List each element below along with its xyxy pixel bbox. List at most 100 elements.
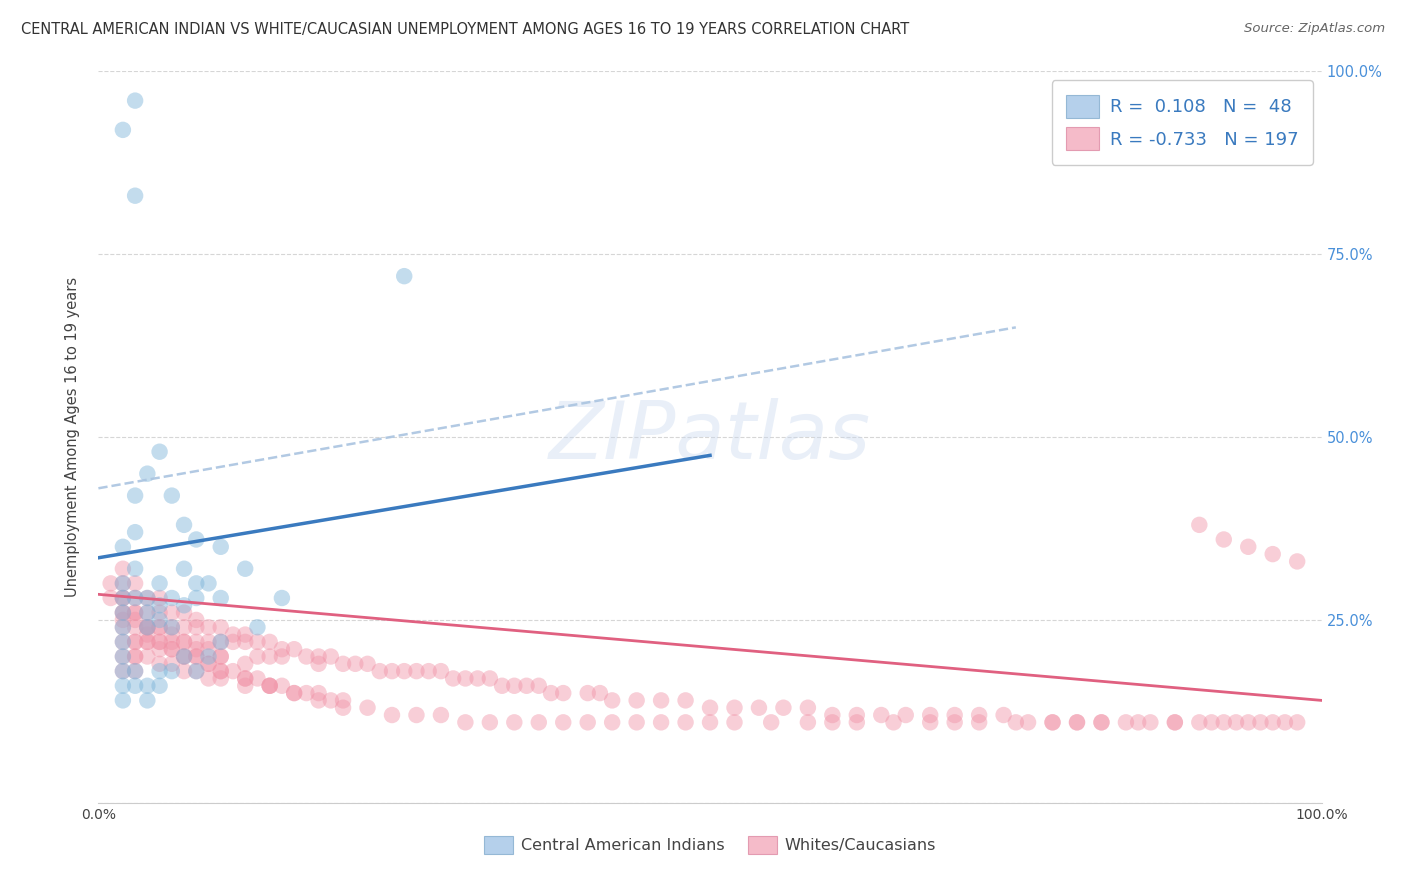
Point [1128,715,1150,730]
Point [1201,715,1223,730]
Point [821,708,844,723]
Point [233,672,256,686]
Point [553,686,575,700]
Point [136,606,159,620]
Point [136,620,159,634]
Point [308,693,330,707]
Point [319,649,342,664]
Point [136,467,159,481]
Point [136,620,159,634]
Point [197,635,219,649]
Point [699,700,721,714]
Point [111,540,134,554]
Point [1090,715,1112,730]
Point [186,613,208,627]
Point [1286,715,1309,730]
Point [149,635,172,649]
Point [576,715,599,730]
Point [136,606,159,620]
Point [405,664,427,678]
Point [392,664,416,678]
Point [576,686,599,700]
Point [173,606,195,620]
Point [111,649,134,664]
Point [173,562,195,576]
Point [186,533,208,547]
Point [675,715,697,730]
Point [111,576,134,591]
Point [308,686,330,700]
Point [173,635,195,649]
Point [111,606,134,620]
Point [186,591,208,605]
Point [527,679,550,693]
Point [626,693,648,707]
Point [650,715,672,730]
Point [308,649,330,664]
Point [209,540,232,554]
Point [160,635,183,649]
Point [454,715,477,730]
Point [1261,547,1284,561]
Point [149,613,172,627]
Point [1090,715,1112,730]
Point [1164,715,1187,730]
Point [381,664,404,678]
Point [149,576,172,591]
Point [222,664,245,678]
Point [478,715,501,730]
Point [246,672,269,686]
Point [149,664,172,678]
Point [197,657,219,671]
Point [111,664,134,678]
Point [136,591,159,605]
Point [186,664,208,678]
Point [160,642,183,657]
Point [160,657,183,671]
Point [1188,715,1211,730]
Point [392,269,416,284]
Point [259,679,281,693]
Point [1115,715,1137,730]
Point [332,657,354,671]
Point [124,635,146,649]
Point [1066,715,1088,730]
Point [124,664,146,678]
Point [967,715,990,730]
Point [173,664,195,678]
Point [356,657,378,671]
Point [259,649,281,664]
Point [209,635,232,649]
Point [259,679,281,693]
Point [186,620,208,634]
Point [467,672,489,686]
Point [160,591,183,605]
Point [332,700,354,714]
Point [943,715,966,730]
Point [149,606,172,620]
Point [111,606,134,620]
Legend: Central American Indians, Whites/Caucasians: Central American Indians, Whites/Caucasi… [478,830,942,861]
Point [136,679,159,693]
Point [503,679,526,693]
Point [1066,715,1088,730]
Point [233,679,256,693]
Point [149,642,172,657]
Point [797,715,820,730]
Point [1261,715,1284,730]
Point [772,700,794,714]
Point [197,576,219,591]
Point [821,715,844,730]
Point [111,591,134,605]
Point [222,627,245,641]
Point [111,664,134,678]
Point [136,635,159,649]
Point [149,679,172,693]
Point [149,591,172,605]
Point [173,635,195,649]
Point [723,715,745,730]
Point [186,649,208,664]
Point [111,591,134,605]
Point [723,700,745,714]
Point [943,708,966,723]
